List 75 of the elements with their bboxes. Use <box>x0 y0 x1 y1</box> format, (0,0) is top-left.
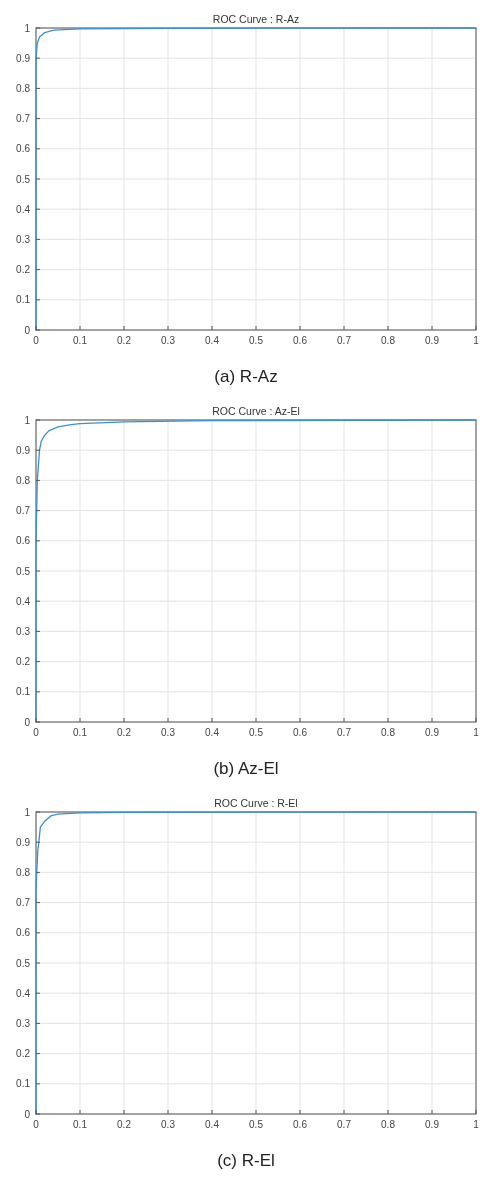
y-tick-label: 0 <box>24 716 31 728</box>
y-tick-label: 0.8 <box>16 866 31 878</box>
x-tick-label: 0.3 <box>161 727 176 738</box>
y-tick-label: 0.2 <box>16 656 31 668</box>
x-tick-label: 0.8 <box>381 1119 396 1130</box>
x-tick-label: 0.5 <box>249 1119 264 1130</box>
x-tick-label: 0.2 <box>117 727 132 738</box>
y-tick-label: 0.5 <box>16 565 31 577</box>
x-tick-label: 0.7 <box>337 335 352 346</box>
x-tick-label: 0.2 <box>117 335 132 346</box>
x-tick-label: 1 <box>473 335 480 346</box>
y-tick-label: 0.8 <box>16 82 31 94</box>
x-tick-label: 0.6 <box>293 727 308 738</box>
x-tick-label: 1 <box>473 1119 480 1130</box>
x-tick-label: 0.7 <box>337 1119 352 1130</box>
y-tick-label: 0.4 <box>16 987 31 999</box>
line-series <box>35 811 477 1115</box>
y-tick-label: 0.1 <box>16 686 31 698</box>
y-tick-label: 0.9 <box>16 836 31 848</box>
x-tick-label: 0.1 <box>73 335 88 346</box>
x-tick-label: 0.6 <box>293 335 308 346</box>
y-tick-label: 0.5 <box>16 957 31 969</box>
x-tick-label: 0.5 <box>249 727 264 738</box>
chart-title: ROC Curve : R-Az <box>212 13 300 25</box>
y-tick-label: 0.3 <box>16 1017 31 1029</box>
chart-title: ROC Curve : Az-El <box>212 405 300 417</box>
y-tick-label: 0.9 <box>16 444 31 456</box>
x-tick-label: 0.4 <box>205 727 220 738</box>
y-tick-label: 0.9 <box>16 52 31 64</box>
chart-title: ROC Curve : R-El <box>214 797 298 809</box>
y-tick-label: 0.7 <box>16 113 31 125</box>
y-tick-label: 0.6 <box>16 927 31 939</box>
x-tick-label: 0.4 <box>205 335 220 346</box>
y-tick-label: 1 <box>24 414 31 426</box>
x-tick-label: 0.4 <box>205 1119 220 1130</box>
text: (a) R-Az <box>214 367 278 386</box>
x-tick-label: 0.8 <box>381 727 396 738</box>
y-tick-label: 0.4 <box>16 203 31 215</box>
y-tick-label: 1 <box>24 22 31 34</box>
y-tick-label: 0.5 <box>16 173 31 185</box>
y-tick-label: 0 <box>24 324 31 336</box>
x-tick-label: 0.6 <box>293 1119 308 1130</box>
x-tick-label: 0.2 <box>117 1119 132 1130</box>
y-tick-label: 0.7 <box>16 505 31 517</box>
y-tick-label: 0.3 <box>16 625 31 637</box>
line-series <box>35 27 477 331</box>
x-tick-label: 0.8 <box>381 335 396 346</box>
y-tick-label: 0.7 <box>16 897 31 909</box>
y-tick-label: 0.2 <box>16 264 31 276</box>
y-tick-label: 0.4 <box>16 595 31 607</box>
x-tick-label: 0.9 <box>425 1119 440 1130</box>
y-tick-label: 0.1 <box>16 294 31 306</box>
x-tick-label: 0 <box>33 335 40 346</box>
text: (b) Az-El <box>213 759 279 778</box>
y-tick-label: 0.1 <box>16 1078 31 1090</box>
x-tick-label: 0.7 <box>337 727 352 738</box>
x-tick-label: 0.1 <box>73 727 88 738</box>
x-tick-label: 0.5 <box>249 335 264 346</box>
y-tick-label: 0.2 <box>16 1048 31 1060</box>
y-tick-label: 0.3 <box>16 233 31 245</box>
x-tick-label: 0.1 <box>73 1119 88 1130</box>
y-tick-label: 0.6 <box>16 535 31 547</box>
x-tick-label: 0 <box>33 727 40 738</box>
y-tick-label: 0 <box>24 1108 31 1120</box>
line-series <box>35 419 477 723</box>
x-tick-label: 0 <box>33 1119 40 1130</box>
x-tick-label: 0.9 <box>425 727 440 738</box>
text: (c) R-El <box>217 1151 275 1170</box>
y-tick-label: 0.8 <box>16 474 31 486</box>
x-tick-label: 0.3 <box>161 1119 176 1130</box>
x-tick-label: 0.3 <box>161 335 176 346</box>
y-tick-label: 1 <box>24 806 31 818</box>
x-tick-label: 0.9 <box>425 335 440 346</box>
y-tick-label: 0.6 <box>16 143 31 155</box>
x-tick-label: 1 <box>473 727 480 738</box>
